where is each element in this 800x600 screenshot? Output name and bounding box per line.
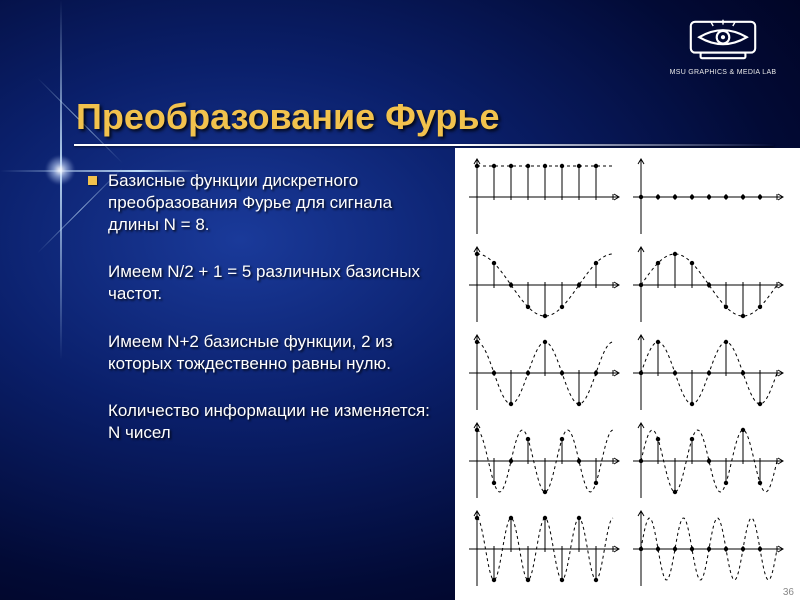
logo-caption: MSU GRAPHICS & MEDIA LAB [668,69,778,76]
eye-icon [688,18,758,62]
chart-svg [455,148,800,600]
bullet-item: Базисные функции дискретного преобразова… [108,170,438,235]
bullet-item: Имеем N/2 + 1 = 5 различных базисных час… [108,261,438,305]
basis-functions-chart: 36 [455,148,800,600]
lens-flare-core [45,155,75,185]
page-number: 36 [783,587,794,598]
slide-title: Преобразование Фурье [76,96,500,138]
lab-logo: MSU GRAPHICS & MEDIA LAB [668,18,778,76]
bullet-list: Базисные функции дискретного преобразова… [108,170,438,470]
bullet-item: Количество информации не изменяется: N ч… [108,400,438,444]
bullet-item: Имеем N+2 базисные функции, 2 из которых… [108,331,438,375]
lens-flare-vertical [60,0,62,600]
title-underline [74,144,774,146]
